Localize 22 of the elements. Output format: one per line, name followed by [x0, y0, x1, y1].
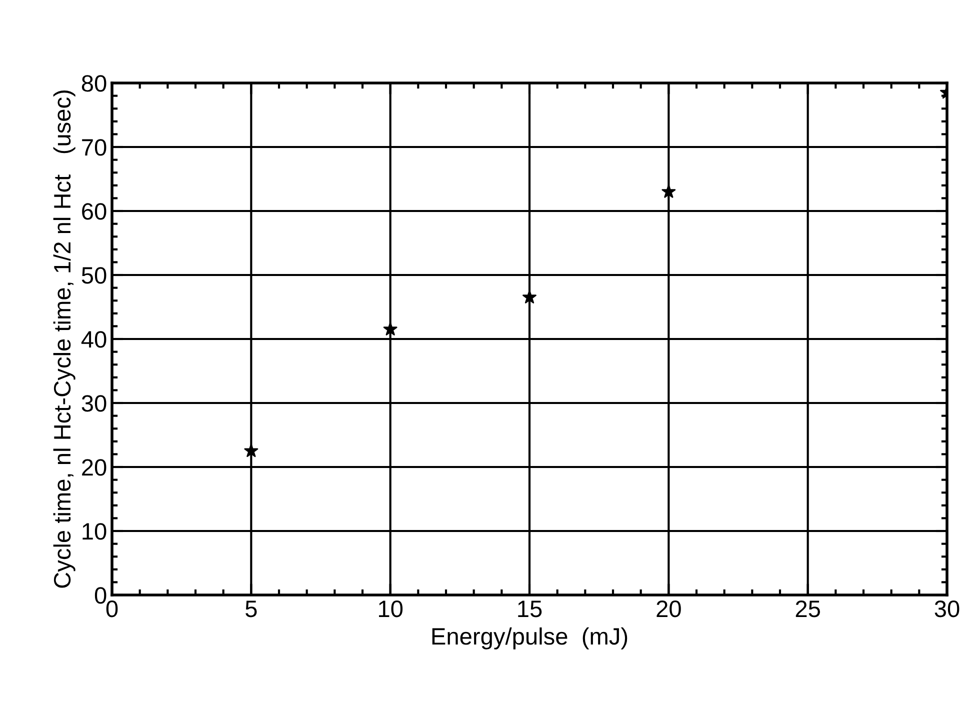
x-tick-label: 0 [106, 600, 118, 618]
y-tick-label: 50 [82, 267, 106, 284]
y-tick-label: 20 [82, 459, 106, 476]
y-tick-label: 80 [82, 75, 106, 92]
y-tick-label: 0 [94, 587, 106, 604]
y-tick-label: 10 [82, 523, 106, 540]
y-tick-label: 30 [82, 395, 106, 412]
x-axis-title: Energy/pulse (mJ) [432, 627, 628, 650]
point [522, 290, 536, 304]
x-tick-label: 20 [656, 600, 681, 618]
x-tick-label: 25 [796, 600, 820, 618]
x-tick-label: 15 [518, 600, 542, 618]
x-tick-label: 10 [379, 600, 403, 618]
x-tick-label: 30 [934, 600, 960, 618]
point [244, 444, 258, 458]
y-tick-label: 40 [81, 331, 106, 348]
y-tick-label: 70 [82, 139, 106, 156]
point [662, 184, 676, 198]
y-tick-label: 60 [82, 203, 106, 220]
y-axis-title: Cycle time, nl Hct-Cycle time, 1/2 nl Hct (usec) [53, 90, 76, 588]
x-tick-label: 5 [246, 600, 257, 618]
point [383, 322, 398, 336]
